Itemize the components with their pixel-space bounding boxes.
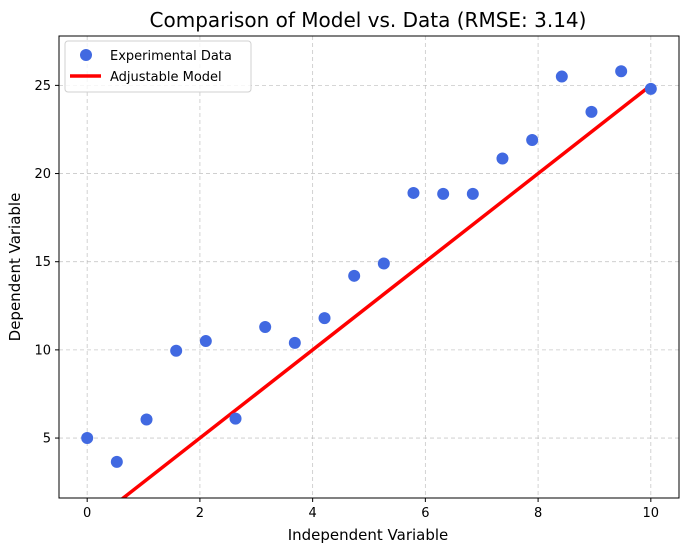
legend-label-experimental-data: Experimental Data (110, 49, 232, 64)
plot-area (81, 65, 657, 498)
chart-title: Comparison of Model vs. Data (RMSE: 3.14… (150, 8, 587, 32)
data-point (110, 455, 123, 468)
plot-frame (58, 35, 680, 499)
data-point (496, 152, 509, 165)
data-point (407, 186, 420, 199)
data-point (585, 105, 598, 118)
data-point (229, 412, 242, 425)
x-tick-label: 0 (83, 506, 91, 521)
x-tick-label: 2 (196, 506, 204, 521)
legend: Experimental Data Adjustable Model (64, 40, 252, 93)
data-point (140, 413, 153, 426)
data-point (466, 187, 479, 200)
x-tick-label: 10 (643, 506, 660, 521)
data-point (555, 70, 568, 83)
y-tick-label: 5 (43, 432, 51, 447)
data-point (259, 320, 272, 333)
y-tick-label: 20 (34, 167, 51, 182)
y-tick-label: 15 (34, 255, 51, 270)
x-axis-ticks: 0 2 4 6 8 10 (83, 498, 659, 521)
x-tick-label: 4 (308, 506, 316, 521)
y-tick-label: 25 (34, 79, 51, 94)
grid (59, 36, 679, 498)
legend-box (64, 40, 252, 93)
model-line (120, 83, 652, 498)
y-axis-ticks: 5 10 15 20 25 (34, 79, 59, 447)
data-point (377, 257, 390, 270)
legend-marker-experimental-data (80, 49, 92, 61)
data-point (348, 269, 361, 282)
legend-label-adjustable-model: Adjustable Model (110, 70, 222, 85)
data-point (437, 187, 450, 200)
data-point (170, 344, 183, 357)
x-tick-label: 6 (421, 506, 429, 521)
data-point (288, 336, 301, 349)
data-point (644, 82, 657, 95)
x-axis-label: Independent Variable (288, 526, 449, 544)
y-tick-label: 10 (34, 343, 51, 358)
data-point (199, 335, 212, 348)
data-point (318, 312, 331, 325)
data-point (526, 134, 539, 147)
x-tick-label: 8 (534, 506, 542, 521)
data-point (81, 432, 94, 445)
data-point (615, 65, 628, 78)
y-axis-label: Dependent Variable (6, 193, 24, 342)
